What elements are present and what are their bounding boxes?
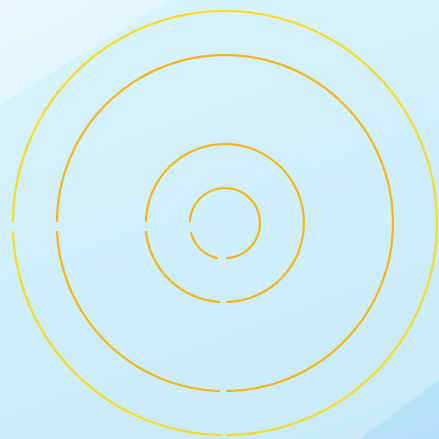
ring-outer-arc-small xyxy=(11,230,223,437)
ring-outer-arc-main xyxy=(11,9,439,437)
ring-core-arc-small xyxy=(189,231,219,260)
ring-middle[interactable] xyxy=(55,53,395,393)
ring-middle-arc-small xyxy=(55,230,221,393)
ring-inner-arc-small xyxy=(144,230,221,304)
ring-inner-arc-main xyxy=(144,142,306,304)
ring-middle-arc-main xyxy=(55,53,395,393)
ring-outer[interactable] xyxy=(11,9,439,437)
ring-core[interactable] xyxy=(188,186,262,260)
ring-core-arc-main xyxy=(188,186,262,260)
ring-inner[interactable] xyxy=(144,142,306,304)
